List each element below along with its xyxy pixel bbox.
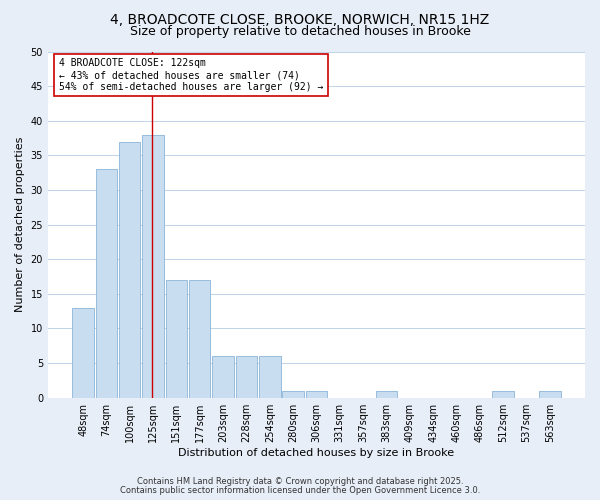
Bar	[539, 391, 560, 398]
Bar	[236, 356, 257, 398]
Bar	[95, 169, 117, 398]
X-axis label: Distribution of detached houses by size in Brooke: Distribution of detached houses by size …	[178, 448, 455, 458]
Text: Size of property relative to detached houses in Brooke: Size of property relative to detached ho…	[130, 25, 470, 38]
Bar	[493, 391, 514, 398]
Bar	[212, 356, 234, 398]
Bar	[283, 391, 304, 398]
Bar	[73, 308, 94, 398]
Bar	[189, 280, 211, 398]
Text: 4, BROADCOTE CLOSE, BROOKE, NORWICH, NR15 1HZ: 4, BROADCOTE CLOSE, BROOKE, NORWICH, NR1…	[110, 12, 490, 26]
Bar	[306, 391, 327, 398]
Bar	[119, 142, 140, 398]
Text: Contains public sector information licensed under the Open Government Licence 3.: Contains public sector information licen…	[120, 486, 480, 495]
Text: 4 BROADCOTE CLOSE: 122sqm
← 43% of detached houses are smaller (74)
54% of semi-: 4 BROADCOTE CLOSE: 122sqm ← 43% of detac…	[59, 58, 323, 92]
Bar	[259, 356, 281, 398]
Text: Contains HM Land Registry data © Crown copyright and database right 2025.: Contains HM Land Registry data © Crown c…	[137, 477, 463, 486]
Bar	[142, 134, 164, 398]
Y-axis label: Number of detached properties: Number of detached properties	[15, 137, 25, 312]
Bar	[166, 280, 187, 398]
Bar	[376, 391, 397, 398]
